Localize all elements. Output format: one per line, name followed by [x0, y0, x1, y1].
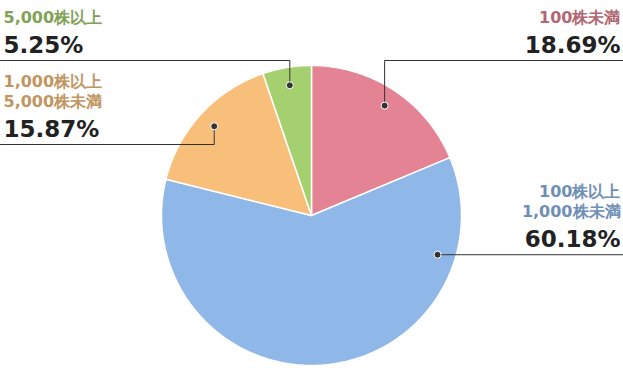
- svg-text:15.87%: 15.87%: [4, 116, 100, 142]
- svg-text:5.25%: 5.25%: [4, 32, 84, 58]
- svg-text:100株未満: 100株未満: [539, 8, 620, 27]
- svg-text:1,000株以上5,000株未満: 1,000株以上5,000株未満: [4, 72, 103, 111]
- svg-text:18.69%: 18.69%: [525, 32, 621, 58]
- svg-text:5,000株以上: 5,000株以上: [4, 8, 103, 27]
- svg-text:60.18%: 60.18%: [525, 226, 621, 252]
- svg-text:100株以上1,000株未満: 100株以上1,000株未満: [522, 182, 621, 221]
